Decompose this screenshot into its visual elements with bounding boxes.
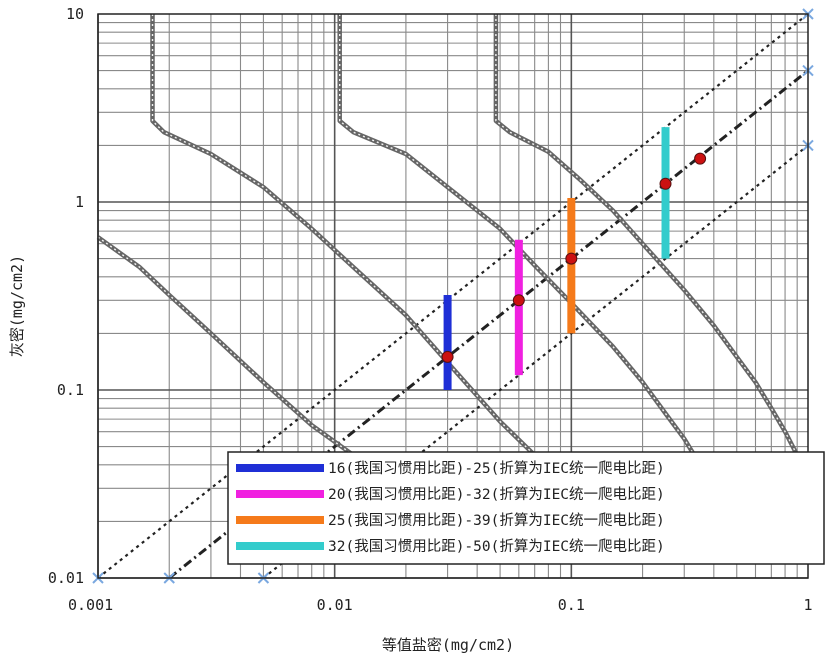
- y-tick-labels: 0.01 0.1 1 10: [48, 5, 84, 587]
- legend-label-4: 32(我国习惯用比距)-50(折算为IEC统一爬电比距): [328, 538, 665, 555]
- plot-frame: [97, 13, 809, 579]
- x-tick-label: 1: [803, 596, 812, 614]
- contour-curve-3-texture: [339, 14, 715, 484]
- contour-curve-1-texture: [97, 236, 416, 484]
- contour-curve-2: [150, 14, 573, 486]
- x-tick-label: 0.1: [558, 596, 585, 614]
- x-tick-labels: 0.001 0.01 0.1 1: [68, 596, 813, 614]
- legend-label-2: 20(我国习惯用比距)-32(折算为IEC统一爬电比距): [328, 486, 665, 503]
- contour-curve-4: [493, 14, 811, 480]
- y-tick-label: 1: [75, 193, 84, 211]
- y-axis-title: 灰密(mg/cm2): [8, 255, 26, 357]
- series-point-4: [659, 177, 672, 190]
- contours: [96, 14, 811, 486]
- contour-curve-3: [337, 14, 716, 485]
- contour-curve-2-texture: [151, 14, 572, 484]
- x-axis-title: 等值盐密(mg/cm2): [382, 636, 514, 654]
- y-tick-label: 0.1: [57, 381, 84, 399]
- y-tick-label: 10: [66, 5, 84, 23]
- data-points: [441, 152, 707, 363]
- legend: 16(我国习惯用比距)-25(折算为IEC统一爬电比距) 20(我国习惯用比距)-…: [227, 451, 825, 565]
- legend-label-3: 25(我国习惯用比距)-39(折算为IEC统一爬电比距): [328, 512, 665, 529]
- y-tick-label: 0.01: [48, 569, 84, 587]
- extra-point-1: [694, 152, 707, 165]
- legend-label-1: 16(我国习惯用比距)-25(折算为IEC统一爬电比距): [328, 460, 665, 477]
- legend-box: [227, 451, 825, 565]
- series-point-2: [512, 294, 525, 307]
- series-point-1: [441, 350, 454, 363]
- series-point-3: [565, 252, 578, 265]
- x-tick-label: 0.01: [317, 596, 353, 614]
- x-tick-label: 0.001: [68, 596, 113, 614]
- series-bars: [443, 127, 670, 390]
